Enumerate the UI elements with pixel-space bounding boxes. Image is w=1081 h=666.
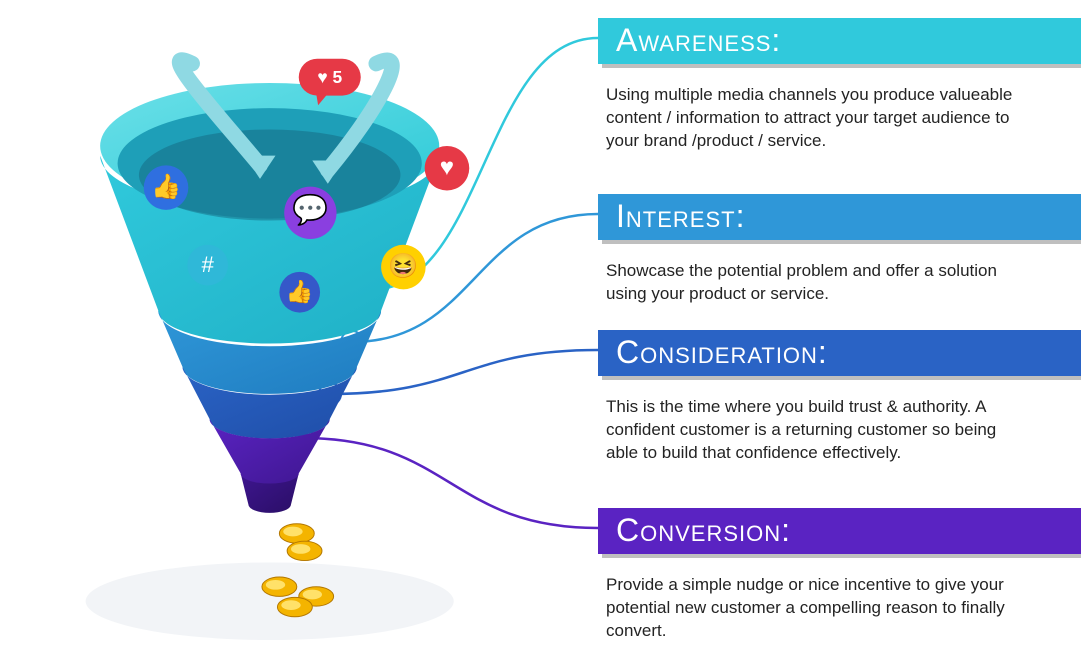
hashtag-glyph: # [201, 252, 214, 277]
svg-text:♥ 5: ♥ 5 [317, 67, 342, 87]
heart-red-glyph: ♥ [440, 154, 454, 181]
emoji-laugh-glyph: 😆 [388, 252, 418, 280]
floor-shadow [86, 563, 454, 641]
thumbs-up-glyph: 👍 [151, 172, 181, 200]
stage-conversion: Conversion:Provide a simple nudge or nic… [598, 0, 1048, 666]
chat-glyph: 💬 [292, 193, 328, 227]
funnel-illustration: ♥ 5 👍 ♥ 💬 # 👍 😆 [50, 20, 470, 640]
stage-header-conversion: Conversion: [598, 508, 1081, 554]
stage-title-conversion: Conversion: [616, 514, 1066, 548]
thumbs-small-glyph: 👍 [286, 278, 314, 304]
stage-body-conversion: Provide a simple nudge or nice incentive… [606, 574, 1026, 643]
